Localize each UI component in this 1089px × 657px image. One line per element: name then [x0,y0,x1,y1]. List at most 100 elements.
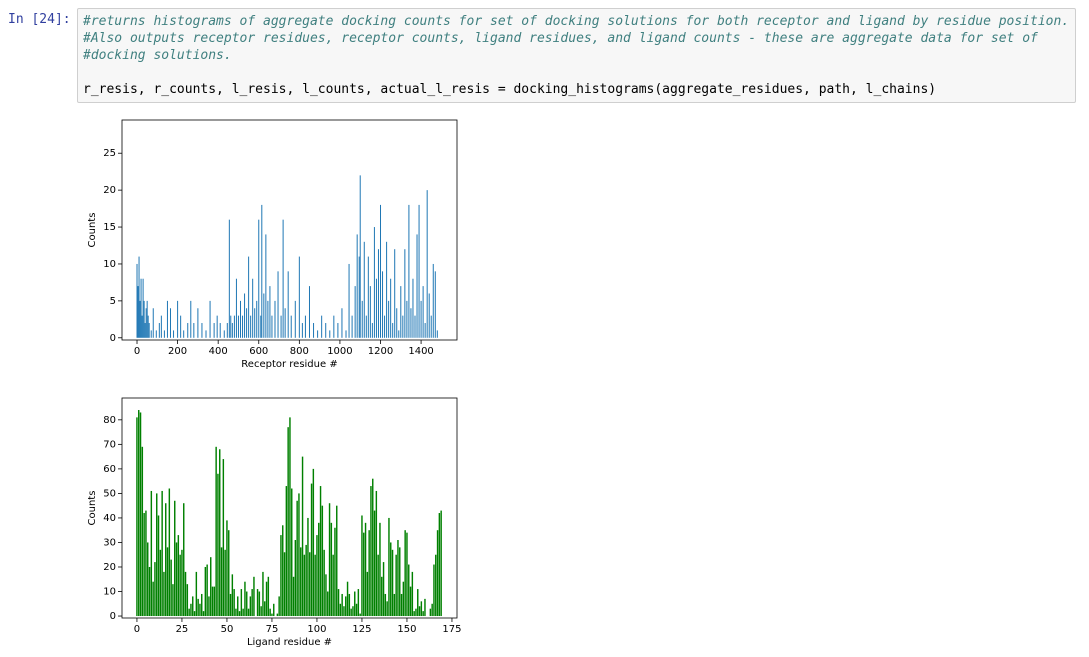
bar [365,315,367,338]
bar [361,515,363,617]
bar [396,308,398,338]
bar [303,554,306,617]
y-tick-label: 80 [103,415,116,426]
bar [394,249,396,338]
bar [341,593,343,617]
bar [310,483,313,617]
bar [239,300,241,338]
bar [160,315,162,338]
bar [386,241,388,338]
plot-frame [121,397,458,619]
bar [179,554,181,617]
bar [321,315,323,338]
bar [262,571,264,617]
bar [397,540,399,617]
bar [400,593,403,617]
x-tick-label: 75 [266,624,279,635]
bar [429,608,432,617]
y-tick-label: 60 [103,464,116,475]
chart: 0 200 400 600 800 1000 1200 1400 0 5 10 15 20 25 Recep… [87,119,458,370]
bar [265,234,267,338]
x-tick-label: 50 [221,624,234,635]
chart: 0 25 50 75 100 125 150 175 0 10 20 30 40 50 60 70 80 Liga… [87,397,462,648]
bar [235,278,237,338]
bar [278,596,280,617]
bar [285,486,288,617]
x-tick-label: 1000 [327,346,352,357]
bar [147,315,149,338]
bar [201,593,203,617]
bar [334,527,336,617]
bar [190,603,192,617]
bar [170,559,172,617]
bar [213,323,215,338]
bar [294,540,297,617]
bar [138,256,140,338]
bar [145,308,147,338]
bar [244,293,246,338]
bar [144,323,146,338]
bar [269,608,271,617]
bar [373,510,376,617]
bar [201,323,203,338]
bar [174,500,176,617]
bar [406,532,408,617]
bar [356,234,358,338]
bar [301,456,304,617]
bar [277,271,279,338]
bar [386,601,388,617]
bar [325,323,327,338]
bar [209,300,211,338]
bar [358,256,360,338]
bar [271,315,273,338]
bar [351,315,353,338]
bar [399,547,401,617]
bar [161,490,163,617]
bar [371,323,373,338]
bar [400,286,402,338]
bar [141,315,143,338]
bar [172,584,174,617]
bar [184,571,187,617]
bar [211,586,214,617]
bar [410,308,412,338]
bar [332,554,334,617]
bar [298,493,300,617]
bar [193,611,196,617]
bar [260,606,262,617]
bar [154,562,156,617]
x-tick-label: 600 [249,346,268,357]
bar [390,542,392,617]
x-tick-label: 150 [397,624,416,635]
bar [261,204,263,338]
bar [402,581,405,617]
y-tick-label: 10 [103,259,116,270]
bar [301,323,303,338]
bar [219,323,221,338]
bar [199,603,201,617]
bar [228,530,230,617]
bar [436,530,439,617]
bar [336,505,338,617]
bar [246,308,248,338]
bar [312,468,315,617]
bar [300,547,302,617]
bar [252,278,254,338]
x-tick-label: 1200 [368,346,393,357]
bar [173,330,175,338]
bar [422,611,424,617]
x-tick-label: 200 [168,346,187,357]
y-tick-label: 20 [103,562,116,573]
bar [384,593,387,617]
bar [224,549,226,617]
bar [296,500,298,617]
bar [359,613,361,617]
bar [290,315,292,338]
bar [256,589,259,617]
bar [418,204,420,338]
code-cell[interactable]: #returns histograms of aggregate docking… [77,8,1076,103]
bar [375,278,377,338]
bar [138,410,140,617]
bar [136,263,138,338]
